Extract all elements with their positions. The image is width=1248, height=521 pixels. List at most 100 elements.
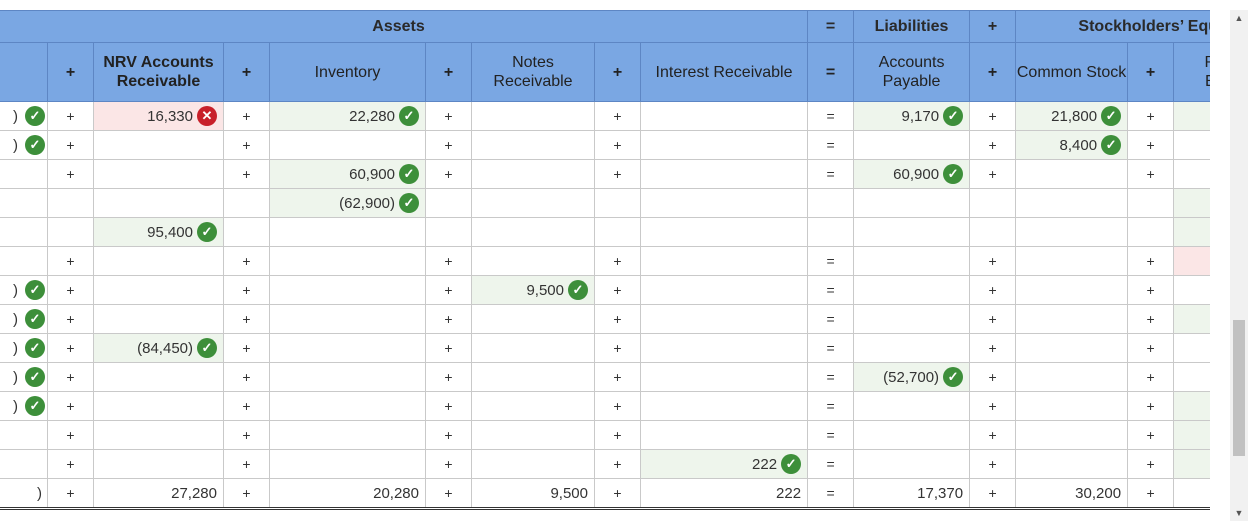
interest-receivable-cell[interactable]: [639, 304, 809, 334]
nrv-accounts-receivable-cell[interactable]: (84,450) ✓: [93, 333, 224, 363]
nrv-accounts-receivable-cell[interactable]: [93, 130, 224, 160]
nrv-accounts-receivable-cell[interactable]: 16,330 ✕: [93, 101, 224, 131]
row-reference-cell[interactable]: ) ✓: [0, 101, 48, 131]
nrv-accounts-receivable-cell[interactable]: [93, 275, 224, 305]
common-stock-cell[interactable]: 8,400 ✓: [1015, 130, 1129, 160]
accounts-payable-cell[interactable]: [853, 449, 971, 479]
accounts-payable-cell[interactable]: [853, 304, 971, 334]
notes-receivable-cell[interactable]: [471, 188, 595, 218]
common-stock-cell[interactable]: [1015, 159, 1129, 189]
row-reference-cell[interactable]: [0, 449, 48, 479]
interest-receivable-cell[interactable]: [639, 391, 809, 421]
nrv-accounts-receivable-cell[interactable]: [93, 449, 224, 479]
nrv-accounts-receivable-cell[interactable]: 95,400 ✓: [93, 217, 224, 247]
nrv-accounts-receivable-cell[interactable]: [93, 420, 224, 450]
row-reference-cell[interactable]: ) ✓: [0, 362, 48, 392]
interest-receivable-cell[interactable]: 222: [639, 478, 809, 510]
row-reference-cell[interactable]: ): [0, 478, 48, 510]
nrv-accounts-receivable-cell[interactable]: [93, 159, 224, 189]
notes-receivable-cell[interactable]: [471, 391, 595, 421]
row-reference-cell[interactable]: [0, 217, 48, 247]
notes-receivable-cell[interactable]: [471, 333, 595, 363]
nrv-accounts-receivable-cell[interactable]: 27,280: [93, 478, 224, 510]
accounts-payable-cell[interactable]: (52,700) ✓: [853, 362, 971, 392]
row-reference-cell[interactable]: ) ✓: [0, 304, 48, 334]
retained-earnings-cell[interactable]: [1173, 275, 1210, 305]
notes-receivable-cell[interactable]: [471, 217, 595, 247]
retained-earnings-cell[interactable]: (62,900)✓: [1173, 188, 1210, 218]
nrv-accounts-receivable-cell[interactable]: [93, 362, 224, 392]
retained-earnings-cell[interactable]: [1173, 333, 1210, 363]
notes-receivable-cell[interactable]: 9,500: [471, 478, 595, 510]
common-stock-cell[interactable]: 30,200: [1015, 478, 1129, 510]
common-stock-cell[interactable]: 21,800 ✓: [1015, 101, 1129, 131]
row-reference-cell[interactable]: [0, 420, 48, 450]
row-reference-cell[interactable]: [0, 246, 48, 276]
notes-receivable-cell[interactable]: [471, 246, 595, 276]
notes-receivable-cell[interactable]: [471, 304, 595, 334]
scroll-down-icon[interactable]: ▼: [1234, 508, 1244, 518]
common-stock-cell[interactable]: [1015, 449, 1129, 479]
common-stock-cell[interactable]: [1015, 304, 1129, 334]
inventory-cell[interactable]: 60,900 ✓: [269, 159, 426, 189]
accounts-payable-cell[interactable]: 60,900 ✓: [853, 159, 971, 189]
vertical-scrollbar[interactable]: ▲ ▼: [1230, 10, 1248, 521]
retained-earnings-cell[interactable]: 22,134: [1173, 478, 1210, 510]
scroll-up-icon[interactable]: ▲: [1234, 13, 1244, 23]
inventory-cell[interactable]: [269, 362, 426, 392]
inventory-cell[interactable]: [269, 304, 426, 334]
common-stock-cell[interactable]: [1015, 188, 1129, 218]
nrv-accounts-receivable-cell[interactable]: [93, 246, 224, 276]
inventory-cell[interactable]: 20,280: [269, 478, 426, 510]
interest-receivable-cell[interactable]: [639, 333, 809, 363]
inventory-cell[interactable]: [269, 130, 426, 160]
nrv-accounts-receivable-cell[interactable]: [93, 188, 224, 218]
nrv-accounts-receivable-cell[interactable]: [93, 391, 224, 421]
retained-earnings-cell[interactable]: [1173, 362, 1210, 392]
row-reference-cell[interactable]: ) ✓: [0, 333, 48, 363]
interest-receivable-cell[interactable]: [639, 188, 809, 218]
common-stock-cell[interactable]: [1015, 391, 1129, 421]
interest-receivable-cell[interactable]: [639, 275, 809, 305]
retained-earnings-cell[interactable]: 222✓: [1173, 449, 1210, 479]
interest-receivable-cell[interactable]: [639, 217, 809, 247]
nrv-accounts-receivable-cell[interactable]: [93, 304, 224, 334]
row-reference-cell[interactable]: [0, 159, 48, 189]
inventory-cell[interactable]: [269, 420, 426, 450]
interest-receivable-cell[interactable]: 222 ✓: [639, 449, 809, 479]
interest-receivable-cell[interactable]: [639, 101, 809, 131]
accounts-payable-cell[interactable]: [853, 217, 971, 247]
scrollbar-thumb[interactable]: [1233, 320, 1245, 456]
inventory-cell[interactable]: [269, 246, 426, 276]
notes-receivable-cell[interactable]: [471, 101, 595, 131]
retained-earnings-cell[interactable]: [1173, 130, 1210, 160]
accounts-payable-cell[interactable]: 17,370: [853, 478, 971, 510]
row-reference-cell[interactable]: ) ✓: [0, 391, 48, 421]
row-reference-cell[interactable]: ) ✓: [0, 275, 48, 305]
interest-receivable-cell[interactable]: [639, 362, 809, 392]
inventory-cell[interactable]: (62,900) ✓: [269, 188, 426, 218]
retained-earnings-cell[interactable]: (5,400)✓: [1173, 391, 1210, 421]
interest-receivable-cell[interactable]: [639, 159, 809, 189]
retained-earnings-cell[interactable]: (1,908)✓: [1173, 420, 1210, 450]
common-stock-cell[interactable]: [1015, 217, 1129, 247]
notes-receivable-cell[interactable]: [471, 130, 595, 160]
interest-receivable-cell[interactable]: [639, 130, 809, 160]
accounts-payable-cell[interactable]: 9,170 ✓: [853, 101, 971, 131]
inventory-cell[interactable]: [269, 217, 426, 247]
notes-receivable-cell[interactable]: [471, 362, 595, 392]
notes-receivable-cell[interactable]: [471, 449, 595, 479]
notes-receivable-cell[interactable]: [471, 420, 595, 450]
accounts-payable-cell[interactable]: [853, 391, 971, 421]
row-reference-cell[interactable]: ) ✓: [0, 130, 48, 160]
retained-earnings-cell[interactable]: 12,420✓: [1173, 101, 1210, 131]
accounts-payable-cell[interactable]: [853, 130, 971, 160]
common-stock-cell[interactable]: [1015, 246, 1129, 276]
retained-earnings-cell[interactable]: 95,400✓: [1173, 217, 1210, 247]
retained-earnings-cell[interactable]: [1173, 159, 1210, 189]
row-reference-cell[interactable]: [0, 188, 48, 218]
accounts-payable-cell[interactable]: [853, 420, 971, 450]
retained-earnings-cell[interactable]: (14,390)✓: [1173, 304, 1210, 334]
notes-receivable-cell[interactable]: [471, 159, 595, 189]
accounts-payable-cell[interactable]: [853, 188, 971, 218]
